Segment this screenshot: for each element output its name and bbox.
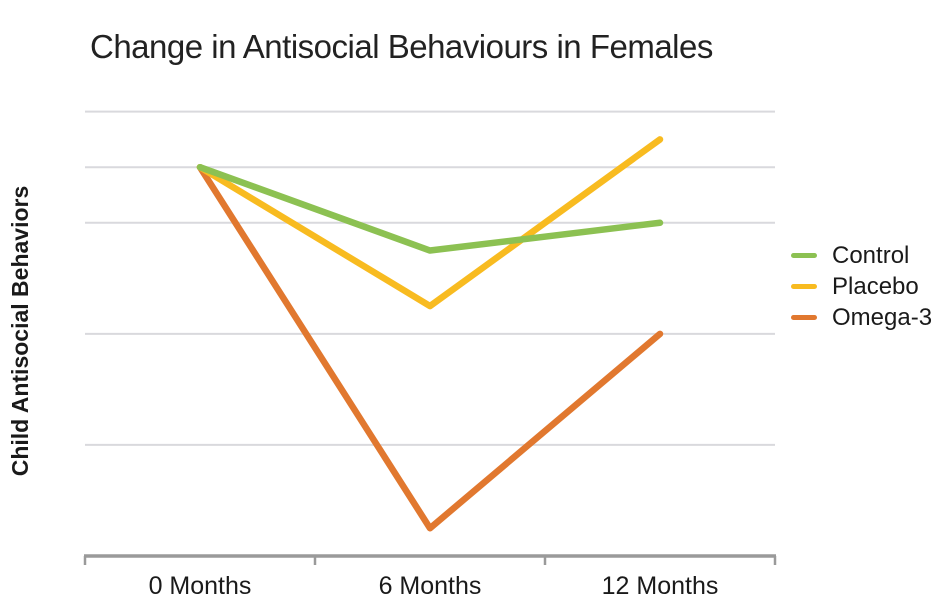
legend-swatch-icon — [791, 315, 817, 320]
legend-label: Placebo — [832, 272, 919, 300]
series-lines — [196, 136, 664, 532]
legend-item-omega-3: Omega-3 — [791, 302, 932, 333]
series-line-placebo — [196, 136, 664, 310]
x-axis — [83, 554, 777, 565]
series-line-control — [196, 163, 664, 254]
gridlines — [85, 110, 775, 446]
series-line-omega-3 — [196, 163, 664, 532]
chart-title: Change in Antisocial Behaviours in Femal… — [90, 28, 713, 65]
legend-item-placebo: Placebo — [791, 271, 932, 302]
legend-label: Omega-3 — [832, 303, 933, 331]
legend-swatch-icon — [791, 284, 817, 289]
legend-item-control: Control — [791, 240, 932, 271]
x-tick-label-0-months: 0 Months — [148, 572, 252, 600]
legend-swatch-icon — [791, 253, 817, 258]
legend: Control Placebo Omega-3 — [791, 240, 932, 333]
legend-label: Control — [832, 241, 910, 269]
x-tick-label-6-months: 6 Months — [378, 572, 482, 600]
x-tick-label-12-months: 12 Months — [601, 572, 719, 600]
